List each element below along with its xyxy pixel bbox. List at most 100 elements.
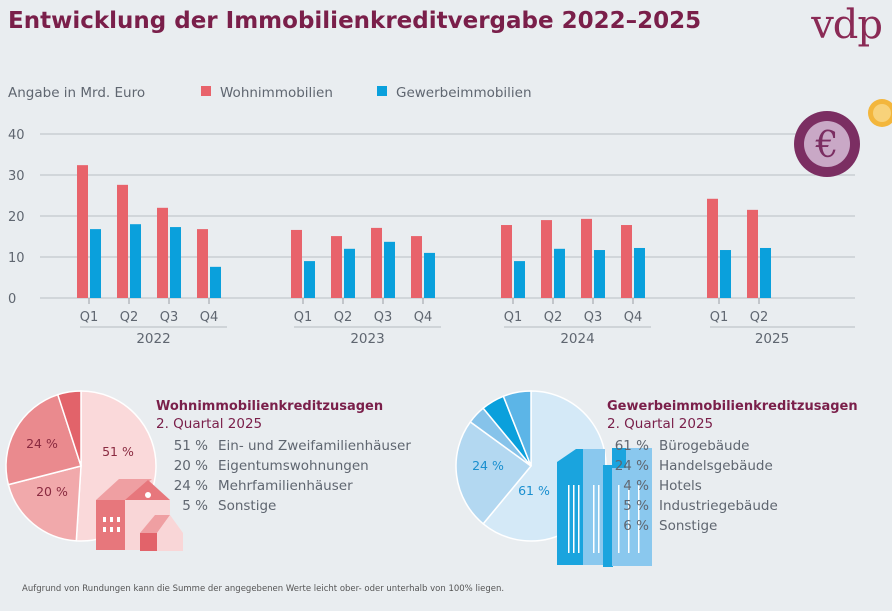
legend-value: 61 %: [614, 438, 649, 454]
legend-category: Bürogebäude: [659, 438, 750, 454]
bar-wohnimmobilien: [541, 220, 552, 298]
window: [110, 517, 113, 522]
bar-wohnimmobilien: [747, 209, 758, 298]
window: [103, 527, 106, 532]
pie-title: Gewerbeimmobilienkreditzusagen: [607, 399, 858, 414]
bar-gewerbeimmobilien: [170, 227, 181, 298]
pie-legend-gewerbe: Gewerbeimmobilienkreditzusagen 2. Quarta…: [607, 399, 858, 534]
year-label: 2023: [350, 331, 384, 347]
legend-category: Sonstige: [659, 518, 718, 534]
quarter-label: Q2: [544, 310, 563, 325]
legend-row: 51 % Ein- und Zweifamilienhäuser: [156, 438, 411, 454]
legend-category: Hotels: [659, 478, 702, 494]
legend-value: 5 %: [182, 498, 208, 514]
legend-value: 51 %: [173, 438, 208, 454]
bar-gewerbeimmobilien: [384, 241, 395, 298]
window-stripe: [568, 485, 570, 553]
house-wall: [96, 500, 125, 550]
window: [117, 527, 120, 532]
bar-gewerbeimmobilien: [514, 261, 525, 298]
legend-row: 20 % Eigentumswohnungen: [156, 458, 411, 474]
bar-gewerbeimmobilien: [304, 261, 315, 298]
quarter-label: Q1: [504, 310, 523, 325]
quarter-label: Q3: [160, 310, 179, 325]
pie-subtitle: 2. Quartal 2025: [607, 416, 714, 432]
house-icon: [96, 479, 183, 551]
year-label: 2025: [755, 331, 789, 347]
quarter-label: Q3: [584, 310, 603, 325]
bar-wohnimmobilien: [581, 218, 592, 298]
bar-gewerbeimmobilien: [554, 248, 565, 298]
pie-slice: [56, 390, 82, 467]
roof: [96, 479, 152, 500]
bar-wohnimmobilien: [707, 198, 718, 298]
pie-slice-label: 51 %: [102, 444, 134, 459]
y-axis-label: Angabe in Mrd. Euro: [8, 85, 145, 101]
legend-category: Eigentumswohnungen: [218, 458, 369, 474]
bar-gewerbeimmobilien: [720, 250, 731, 298]
legend-category: Handelsgebäude: [659, 458, 773, 474]
legend-row: 61 % Bürogebäude: [597, 438, 858, 454]
legend-value: 6 %: [623, 518, 649, 534]
vdp-logo: vdp: [811, 2, 883, 48]
window: [103, 517, 106, 522]
legend-category: Ein- und Zweifamilienhäuser: [218, 438, 411, 454]
quarter-label: Q1: [294, 310, 313, 325]
quarter-label: Q2: [334, 310, 353, 325]
door: [140, 533, 157, 551]
window-stripe: [618, 485, 620, 553]
quarter-label: Q4: [200, 310, 219, 325]
pie-slice: [7, 465, 82, 542]
y-tick-label: 20: [8, 210, 25, 225]
year-label: 2024: [560, 331, 594, 347]
quarter-label: Q4: [414, 310, 433, 325]
legend-row: 24 % Mehrfamilienhäuser: [156, 478, 411, 494]
bar-gewerbeimmobilien: [130, 224, 141, 298]
footnote: Aufgrund von Rundungen kann die Summe de…: [22, 584, 505, 594]
bar-gewerbeimmobilien: [210, 266, 221, 298]
legend-row: 6 % Sonstige: [597, 518, 858, 534]
pie-slice-label: 24 %: [472, 458, 504, 473]
bar-gewerbeimmobilien: [424, 252, 435, 298]
quarter-label: Q2: [750, 310, 769, 325]
pie-slice-label: 24 %: [26, 436, 58, 451]
pie-slice-label: 61 %: [518, 483, 550, 498]
y-tick-label: 40: [8, 128, 25, 143]
office-building-icon: [557, 448, 652, 567]
bar-wohnimmobilien: [291, 229, 302, 298]
window-stripe: [638, 485, 640, 553]
y-tick-label: 30: [8, 169, 25, 184]
bar-gewerbeimmobilien: [594, 250, 605, 298]
legend-value: 5 %: [623, 498, 649, 514]
window: [110, 527, 113, 532]
pie-slice-label: 20 %: [36, 484, 68, 499]
legend-value: 24 %: [614, 458, 649, 474]
pie-legend-wohn: Wohnimmobilienkreditzusagen 2. Quartal 2…: [156, 399, 411, 514]
gold-coin-inner: [873, 104, 891, 122]
pie-slice: [455, 420, 533, 525]
legend-category: Mehrfamilienhäuser: [218, 478, 353, 494]
y-tick-label: 0: [8, 292, 16, 307]
legend-label: Wohnimmobilien: [220, 85, 333, 101]
window-stripe: [573, 485, 575, 553]
bar-wohnimmobilien: [157, 207, 168, 298]
roof: [140, 515, 170, 533]
euro-coin-icon: €: [794, 99, 892, 177]
pie-slice: [5, 393, 82, 486]
window: [117, 517, 120, 522]
legend-swatch: [377, 86, 387, 96]
building: [603, 465, 613, 567]
year-label: 2022: [136, 331, 170, 347]
window-stripe: [628, 485, 630, 553]
legend-value: 24 %: [173, 478, 208, 494]
legend-value: 20 %: [173, 458, 208, 474]
bar-wohnimmobilien: [501, 225, 512, 298]
bar-gewerbeimmobilien: [344, 248, 355, 298]
bar-gewerbeimmobilien: [634, 247, 645, 298]
bar-gewerbeimmobilien: [90, 229, 101, 298]
bar-wohnimmobilien: [621, 225, 632, 298]
y-tick-label: 10: [8, 251, 25, 266]
bar-gewerbeimmobilien: [760, 247, 771, 298]
